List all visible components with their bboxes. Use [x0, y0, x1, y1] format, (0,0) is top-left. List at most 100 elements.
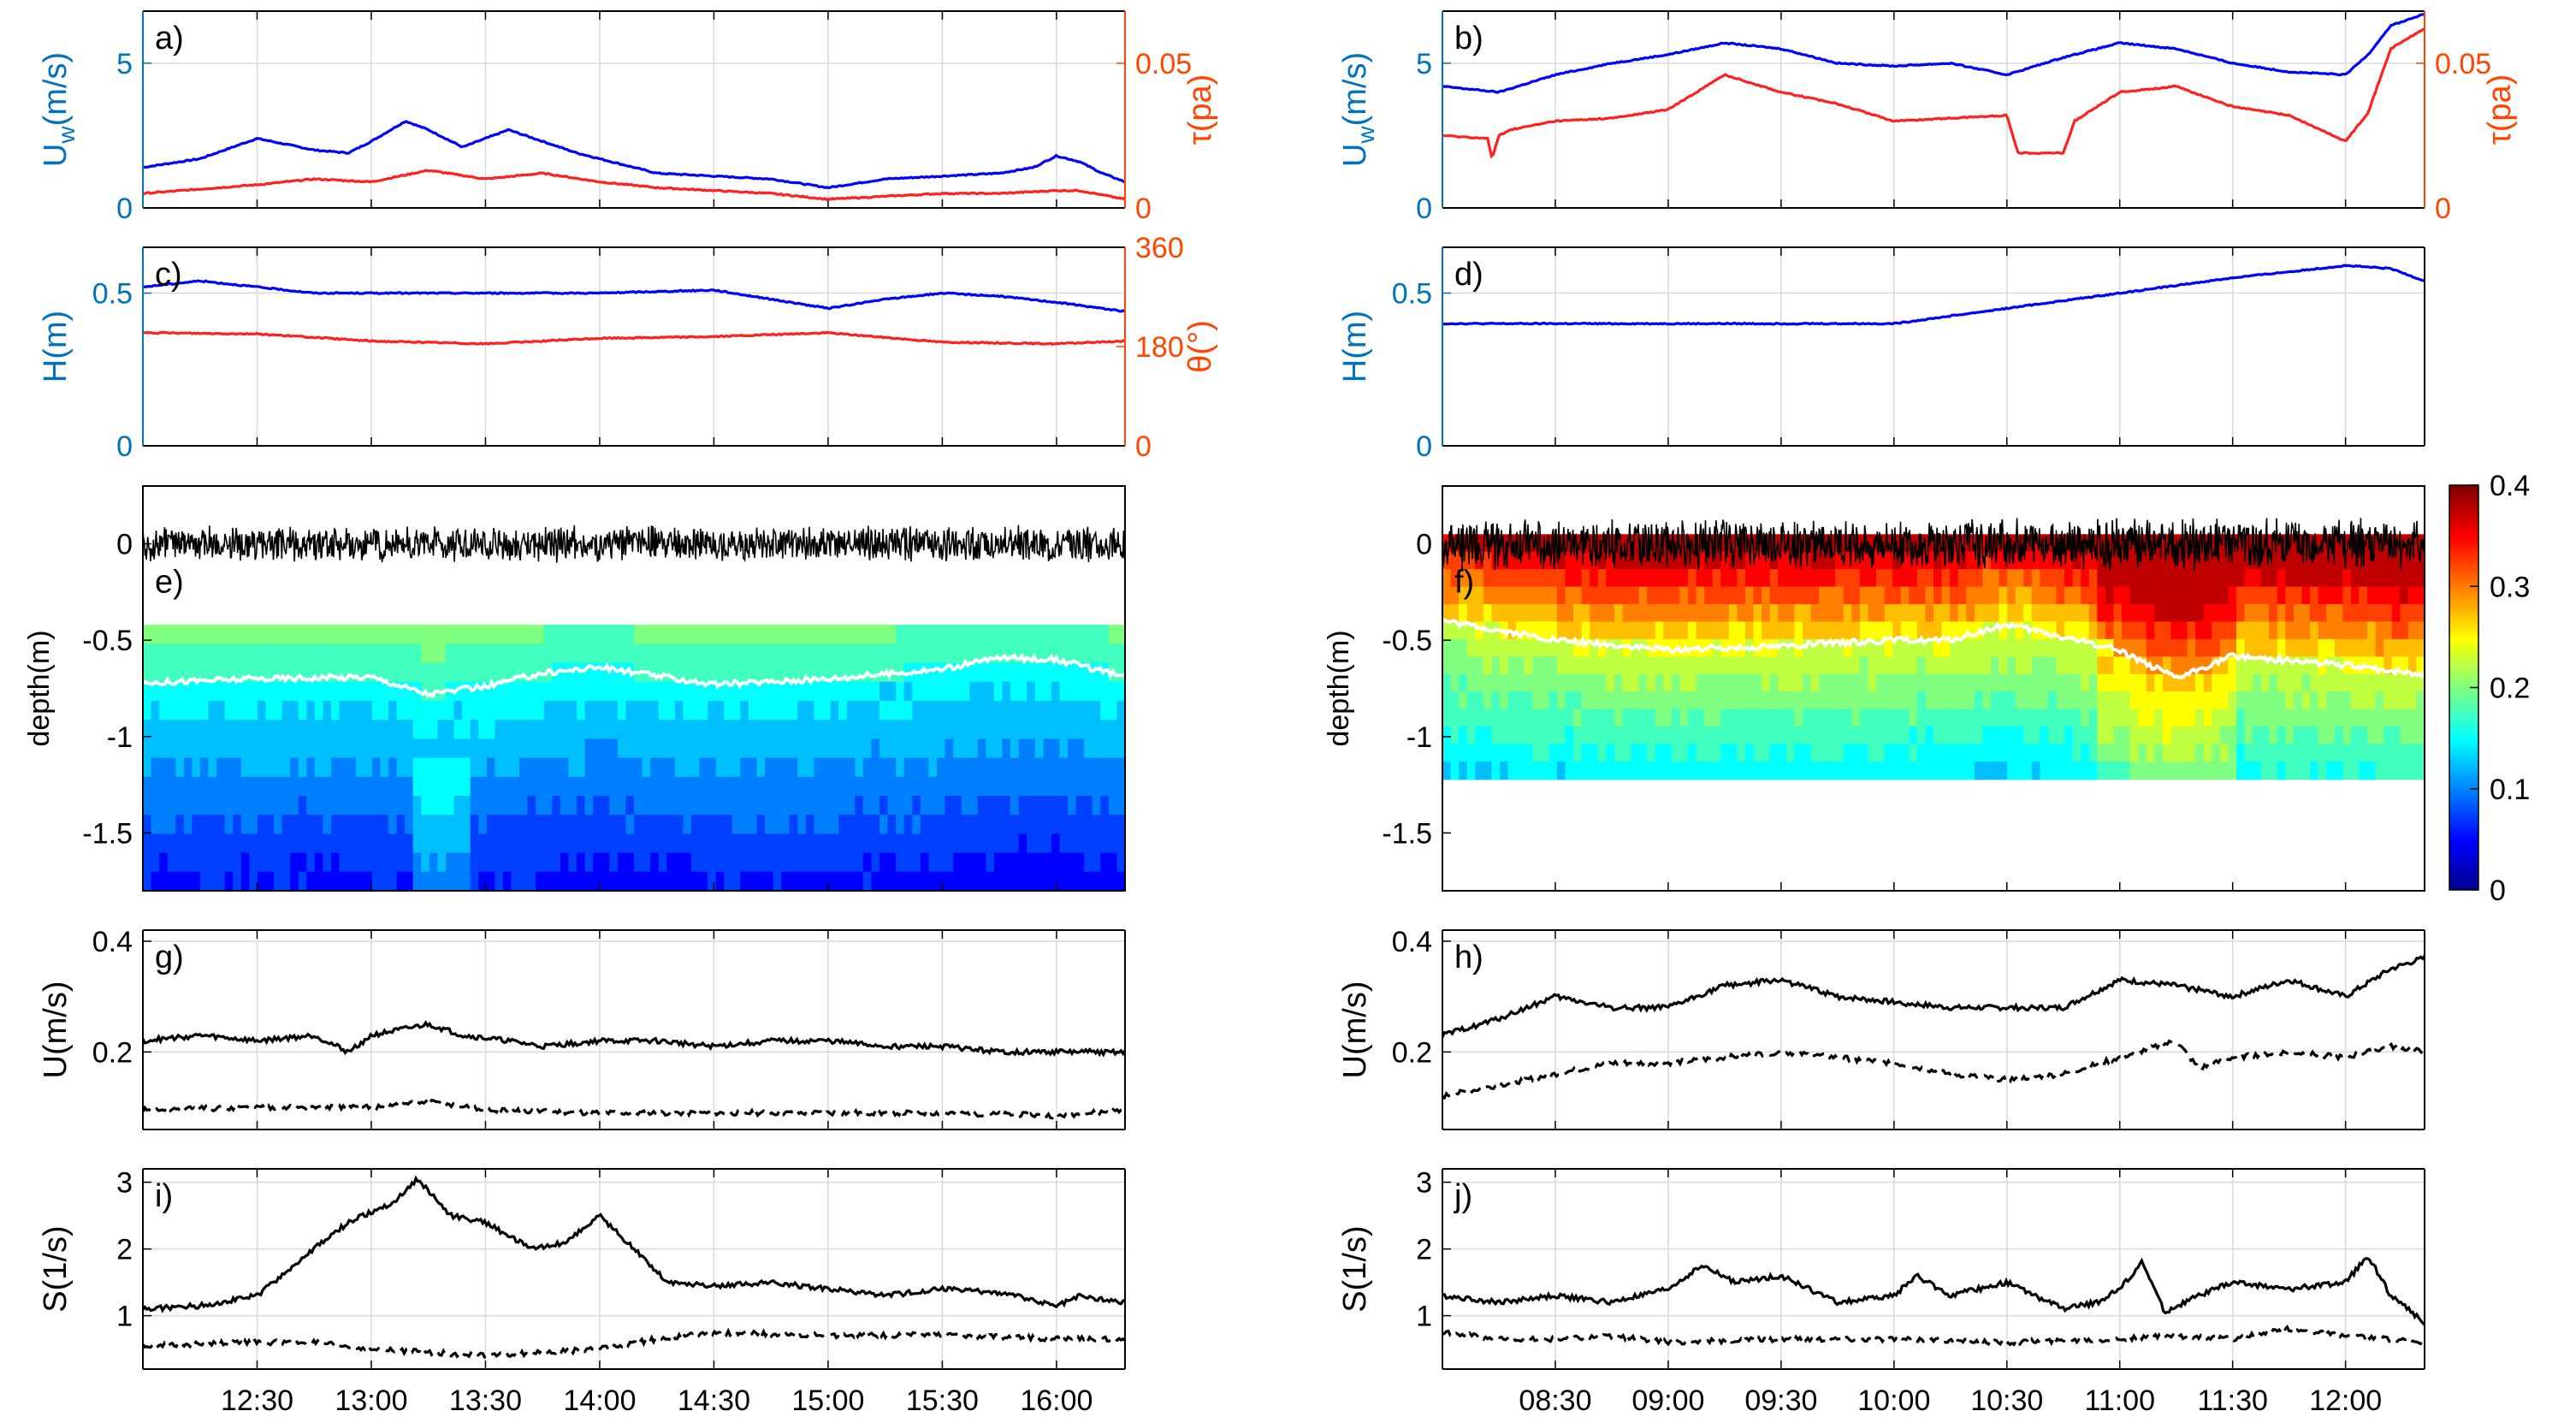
series-Uw-b	[1442, 12, 2425, 94]
series-tau-b	[1442, 27, 2425, 159]
ytick-label: 0	[116, 529, 133, 561]
xtick-label: 16:00	[1020, 1384, 1093, 1417]
ylabel-right: τ(pa)	[2482, 74, 2518, 145]
xtick-label: 10:00	[1857, 1384, 1930, 1417]
ylabel: S(1/s)	[38, 1225, 74, 1312]
ytick-label: 0.2	[92, 1036, 133, 1069]
panel-e: 0 -0.5 -1 -1.5 e) depth(m)	[23, 485, 1126, 892]
ytick-label: -0.5	[1382, 625, 1432, 657]
colorbar-tick-label: 0.3	[2490, 571, 2530, 603]
panel-label: g)	[155, 940, 184, 975]
ytick-label: 0.5	[1392, 278, 1432, 311]
panel-g: 0.2 0.4 g) U(m/s)	[38, 926, 1126, 1130]
ytick-label: 5	[1416, 48, 1432, 80]
panel-c: 0 0.5 0 180 360 c) H(m) θ(°)	[38, 232, 1218, 463]
panel-label: a)	[155, 21, 184, 56]
ytick-label-right: 360	[1135, 232, 1184, 264]
panel-j: 1 2 3 j) S(1/s) 08:30 09:00 09:30 10:00 10:30 11:0…	[1337, 1167, 2425, 1417]
ylabel: Uw(m/s)	[1337, 52, 1379, 167]
series-U-g	[143, 1020, 1125, 1058]
panel-label: h)	[1454, 940, 1483, 975]
series-S_dashed-j	[1442, 1324, 2425, 1347]
white-contour-e	[143, 653, 1125, 699]
surface-elevation-e	[143, 525, 1125, 563]
series-H-c	[143, 279, 1125, 313]
xtick-label: 14:30	[678, 1384, 750, 1417]
xtick-label: 12:00	[2309, 1384, 2382, 1417]
panel-label: e)	[155, 565, 184, 601]
ylabel: H(m)	[1337, 311, 1373, 382]
ytick-label: -0.5	[82, 625, 133, 657]
ytick-label: 0	[1416, 430, 1432, 463]
ylabel: depth(m)	[1323, 630, 1355, 746]
panel-a: 0 5 0 0.05 a) Uw(m/s) τ(pa)	[38, 10, 1218, 225]
ytick-label: 0.2	[1392, 1036, 1432, 1069]
ytick-label: 1	[1416, 1301, 1432, 1333]
panel-label: f)	[1454, 565, 1474, 601]
ytick-label: -1	[107, 721, 133, 754]
ytick-label: 0.4	[92, 926, 133, 958]
ytick-label: 0	[116, 430, 133, 463]
ylabel: H(m)	[38, 311, 74, 382]
ytick-label-right: 0	[1135, 193, 1152, 225]
ylabel-right: θ(°)	[1182, 320, 1218, 373]
ylabel: U(m/s)	[38, 981, 74, 1079]
ytick-label: 3	[116, 1167, 133, 1200]
panel-d: 0 0.5 d) H(m)	[1337, 246, 2425, 463]
ytick-label: -1	[1406, 721, 1432, 754]
series-S-j	[1442, 1257, 2425, 1326]
ytick-label-right: 0	[2435, 193, 2451, 225]
series-Uw-a	[143, 120, 1125, 190]
ylabel: S(1/s)	[1337, 1225, 1373, 1312]
ytick-label: -1.5	[82, 817, 133, 850]
ylabel-right: τ(pa)	[1182, 74, 1218, 145]
ytick-label: 3	[1416, 1167, 1432, 1200]
ytick-label: 0.5	[92, 278, 133, 311]
xtick-label: 09:30	[1744, 1384, 1817, 1417]
xtick-label: 12:30	[221, 1384, 293, 1417]
heatmap-field-e	[143, 525, 1125, 891]
ytick-label-right: 0.05	[1135, 48, 1192, 80]
series-S_dashed-i	[143, 1327, 1125, 1360]
surface-elevation-f	[1442, 518, 2425, 571]
heatmap-field-f	[1442, 518, 2425, 780]
series-U_dashed-g	[143, 1097, 1125, 1121]
axes-frame	[1442, 485, 2425, 892]
series-U-h	[1442, 955, 2425, 1038]
xtick-label: 11:30	[2197, 1384, 2268, 1417]
panel-label: c)	[155, 257, 182, 293]
series-theta-c	[143, 330, 1125, 346]
xtick-label: 13:00	[335, 1384, 407, 1417]
ytick-label-right: 0.05	[2435, 48, 2491, 80]
panel-i: 1 2 3 i) S(1/s) 12:30 13:00 13:30 14:00 14:30 15:0…	[38, 1167, 1126, 1417]
colorbar-tick-label: 0	[2490, 875, 2506, 907]
panel-label: j)	[1454, 1178, 1472, 1214]
series-U_dashed-h	[1442, 1039, 2425, 1100]
ytick-label: 2	[1416, 1234, 1432, 1266]
colorbar-tick-label: 0.2	[2490, 673, 2530, 705]
xtick-label: 08:30	[1519, 1384, 1591, 1417]
ytick-label-right: 0	[1135, 430, 1152, 463]
xtick-label: 09:00	[1631, 1384, 1704, 1417]
ytick-label: 2	[116, 1234, 133, 1266]
xtick-label: 11:00	[2084, 1384, 2155, 1417]
xtick-label: 13:30	[449, 1384, 522, 1417]
ylabel: Uw(m/s)	[38, 52, 80, 167]
ytick-label: -1.5	[1382, 817, 1432, 850]
axes-frame	[142, 485, 1126, 892]
ylabel: depth(m)	[23, 630, 56, 746]
ytick-label: 0	[1416, 193, 1432, 225]
colorbar-tick-label: 0.4	[2490, 470, 2530, 502]
panel-b: 0 5 0 0.05 b) Uw(m/s) τ(pa)	[1337, 10, 2518, 225]
xtick-label: 10:30	[1970, 1384, 2043, 1417]
ytick-label: 1	[116, 1301, 133, 1333]
xtick-label: 14:00	[563, 1384, 636, 1417]
panel-h: 0.2 0.4 h) U(m/s)	[1337, 926, 2425, 1130]
ytick-label: 0	[116, 193, 133, 225]
xtick-label: 15:00	[791, 1384, 864, 1417]
colorbar: 0 0.1 0.2 0.3 0.4	[2449, 470, 2530, 907]
panel-label: i)	[155, 1178, 173, 1214]
series-H-d	[1442, 264, 2425, 326]
ytick-label: 5	[116, 48, 133, 80]
